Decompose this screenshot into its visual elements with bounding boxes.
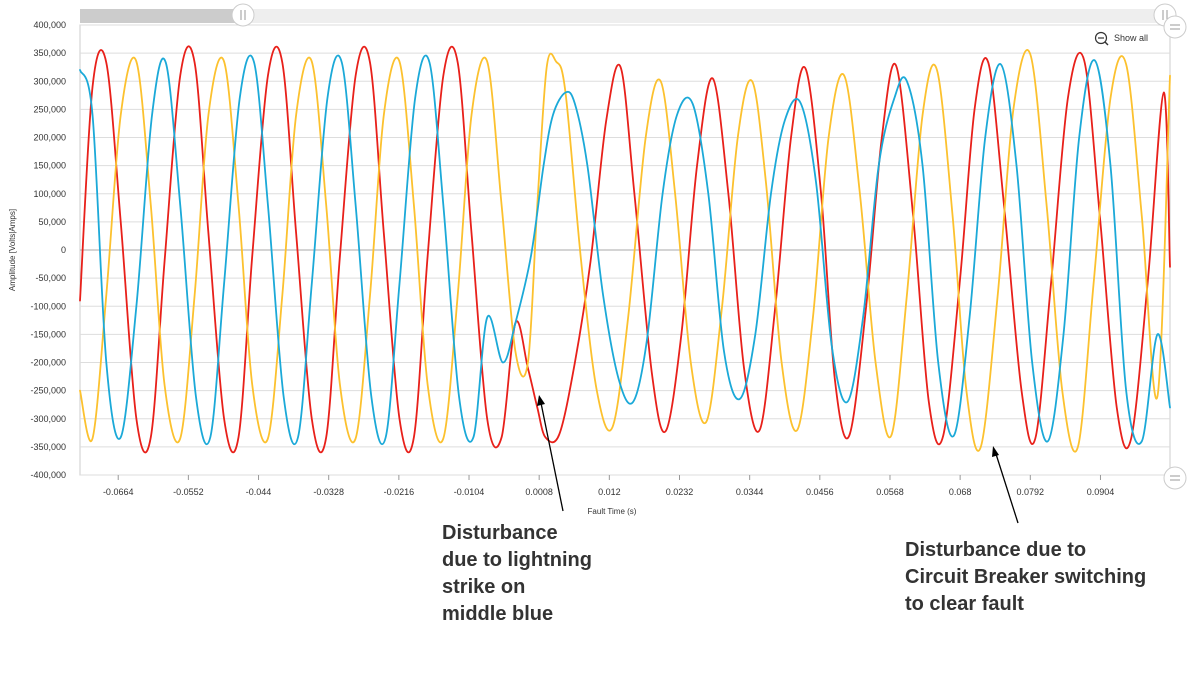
y-tick-label: 100,000	[33, 189, 66, 199]
y-tick-label: -200,000	[30, 358, 66, 368]
y-tick-label: 250,000	[33, 104, 66, 114]
x-tick-label: -0.044	[246, 487, 272, 497]
x-tick-label: 0.0568	[876, 487, 904, 497]
range-navigator-track[interactable]	[80, 9, 1170, 23]
breaker-annotation: Disturbance due to Circuit Breaker switc…	[905, 539, 1147, 615]
range-navigator-selection[interactable]	[80, 9, 243, 23]
chart-series-group	[79, 45, 1171, 454]
x-axis-title: Fault Time (s)	[588, 507, 637, 516]
y-tick-label: 300,000	[33, 76, 66, 86]
range-navigator-handle-left[interactable]	[231, 3, 255, 27]
x-axis: -0.0664 -0.0552 -0.044 -0.0328 -0.0216 -0.010…	[103, 475, 1114, 497]
lightning-annotation-arrow	[537, 395, 564, 512]
y-tick-label: -150,000	[30, 329, 66, 339]
x-tick-label: 0.068	[949, 487, 972, 497]
x-tick-label: 0.012	[598, 487, 621, 497]
x-tick-label: -0.0664	[103, 487, 134, 497]
x-tick-label: 0.0008	[525, 487, 553, 497]
y-axis-title: Amplitude [Volts|Amps]	[8, 209, 17, 291]
vertical-scroll-handle-top[interactable]	[1163, 15, 1187, 39]
y-tick-label: -350,000	[30, 442, 66, 452]
y-tick-label: 350,000	[33, 48, 66, 58]
x-tick-label: 0.0456	[806, 487, 834, 497]
zoom-out-icon	[1094, 31, 1109, 46]
y-tick-label: 50,000	[38, 217, 66, 227]
y-axis: 400,000 350,000 300,000 250,000 200,000 150,0…	[30, 20, 66, 480]
breaker-annotation-arrow	[992, 446, 1019, 524]
x-tick-label: -0.0104	[454, 487, 485, 497]
show-all-button[interactable]: Show all	[1094, 31, 1149, 46]
y-tick-label: 0	[61, 245, 66, 255]
lightning-annotation: Disturbance due to lightning strike on m…	[442, 522, 592, 625]
x-tick-label: 0.0904	[1087, 487, 1115, 497]
yellow-phase-waveform	[79, 49, 1171, 453]
x-tick-label: 0.0232	[666, 487, 694, 497]
vertical-scroll-handle-bottom[interactable]	[1163, 466, 1187, 490]
red-phase-waveform	[79, 45, 1171, 454]
x-tick-label: -0.0552	[173, 487, 204, 497]
y-tick-label: -400,000	[30, 470, 66, 480]
x-tick-label: -0.0216	[384, 487, 415, 497]
show-all-label: Show all	[1114, 33, 1148, 43]
blue-phase-waveform	[79, 54, 1171, 446]
x-tick-label: -0.0328	[313, 487, 344, 497]
y-tick-label: -250,000	[30, 386, 66, 396]
y-tick-label: 200,000	[33, 133, 66, 143]
y-tick-label: 150,000	[33, 161, 66, 171]
y-tick-label: -50,000	[35, 273, 66, 283]
x-tick-label: 0.0792	[1017, 487, 1045, 497]
y-tick-label: 400,000	[33, 20, 66, 30]
x-tick-label: 0.0344	[736, 487, 764, 497]
y-tick-label: -100,000	[30, 301, 66, 311]
y-tick-label: -300,000	[30, 414, 66, 424]
